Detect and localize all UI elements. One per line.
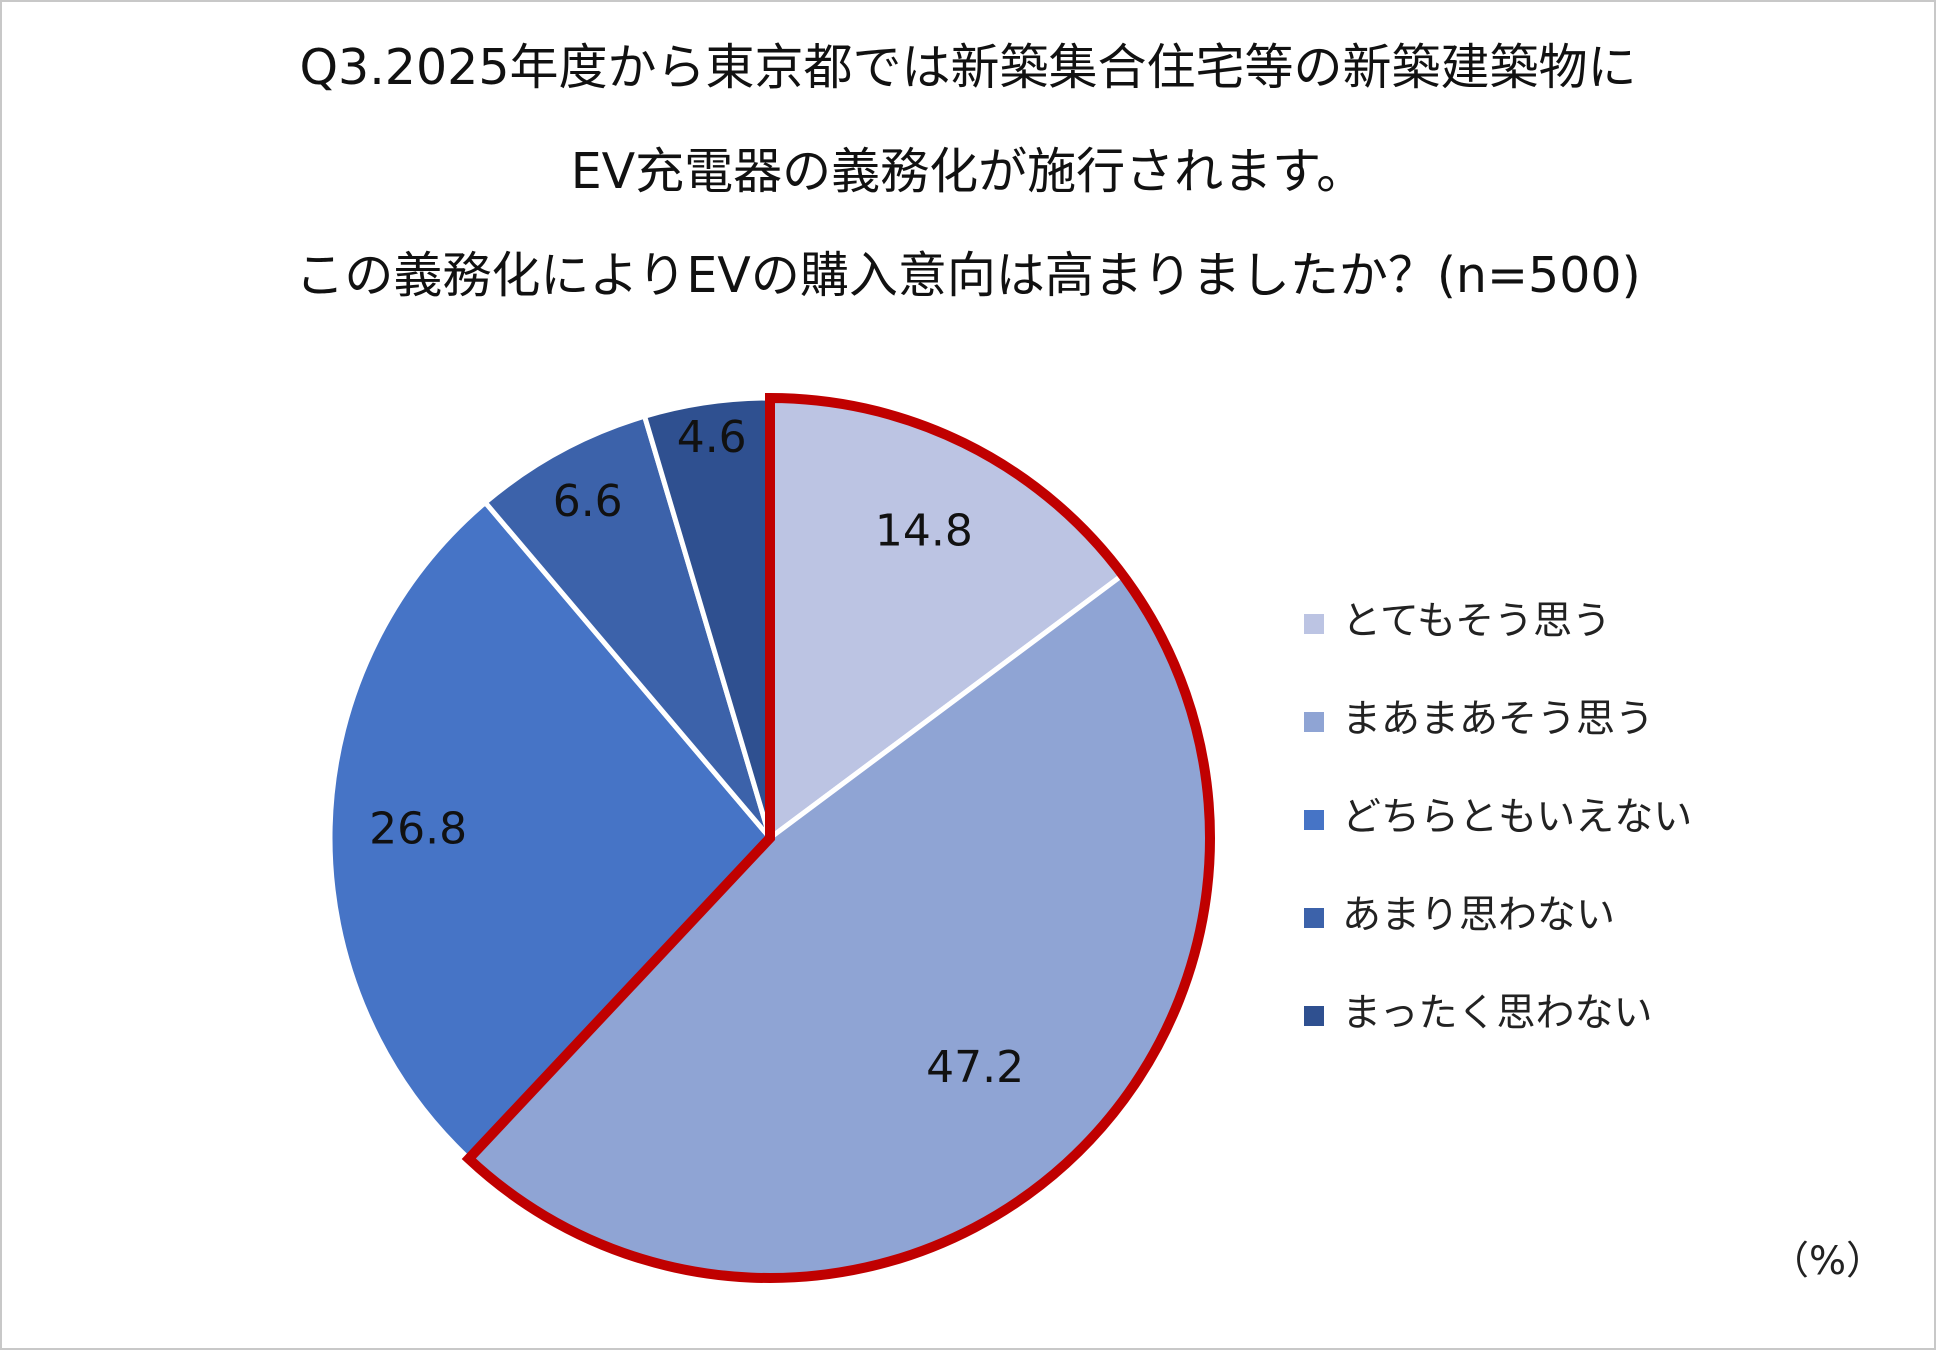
chart-title-line-2: EV充電器の義務化が施行されます。	[570, 143, 1366, 200]
legend-swatch	[1304, 1006, 1324, 1026]
slice-value-label: 26.8	[369, 804, 467, 855]
unit-label: （%）	[1770, 1239, 1886, 1284]
legend-label: あまり思わない	[1342, 893, 1616, 938]
legend-label: まあまあそう思う	[1342, 697, 1655, 742]
legend-swatch	[1304, 810, 1324, 830]
highlight-outline	[461, 392, 1215, 1283]
pie-slice	[327, 500, 773, 1162]
legend-swatch	[1304, 908, 1324, 928]
legend-swatch	[1304, 614, 1324, 634]
legend-label: とてもそう思う	[1342, 599, 1612, 644]
chart-title-line-1: Q3.2025年度から東京都では新築集合住宅等の新築建築物に	[299, 39, 1637, 96]
pie-slices	[327, 395, 1213, 1281]
highlight-outline-group	[461, 392, 1215, 1283]
slice-labels: 14.8 47.2 26.8 6.6 4.6	[369, 412, 1024, 1093]
legend-swatch	[1304, 712, 1324, 732]
slice-value-label: 47.2	[926, 1042, 1024, 1093]
pie-slice	[482, 413, 773, 841]
slice-value-label: 6.6	[553, 476, 623, 527]
legend-label: どちらともいえない	[1342, 795, 1693, 840]
chart-title-line-3: この義務化によりEVの購入意向は高まりましたか？(n=500)	[295, 247, 1641, 304]
legend-label: まったく思わない	[1342, 991, 1653, 1036]
slice-value-label: 4.6	[677, 412, 747, 463]
slice-value-label: 14.8	[875, 506, 973, 557]
